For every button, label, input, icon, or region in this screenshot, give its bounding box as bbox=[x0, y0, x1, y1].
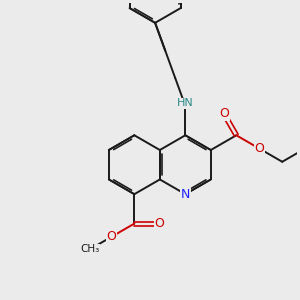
Text: O: O bbox=[106, 230, 116, 243]
Text: N: N bbox=[181, 188, 190, 201]
Text: O: O bbox=[254, 142, 264, 155]
Text: HN: HN bbox=[177, 98, 194, 109]
Text: O: O bbox=[219, 107, 229, 120]
Text: CH₃: CH₃ bbox=[80, 244, 99, 254]
Text: O: O bbox=[154, 217, 164, 230]
